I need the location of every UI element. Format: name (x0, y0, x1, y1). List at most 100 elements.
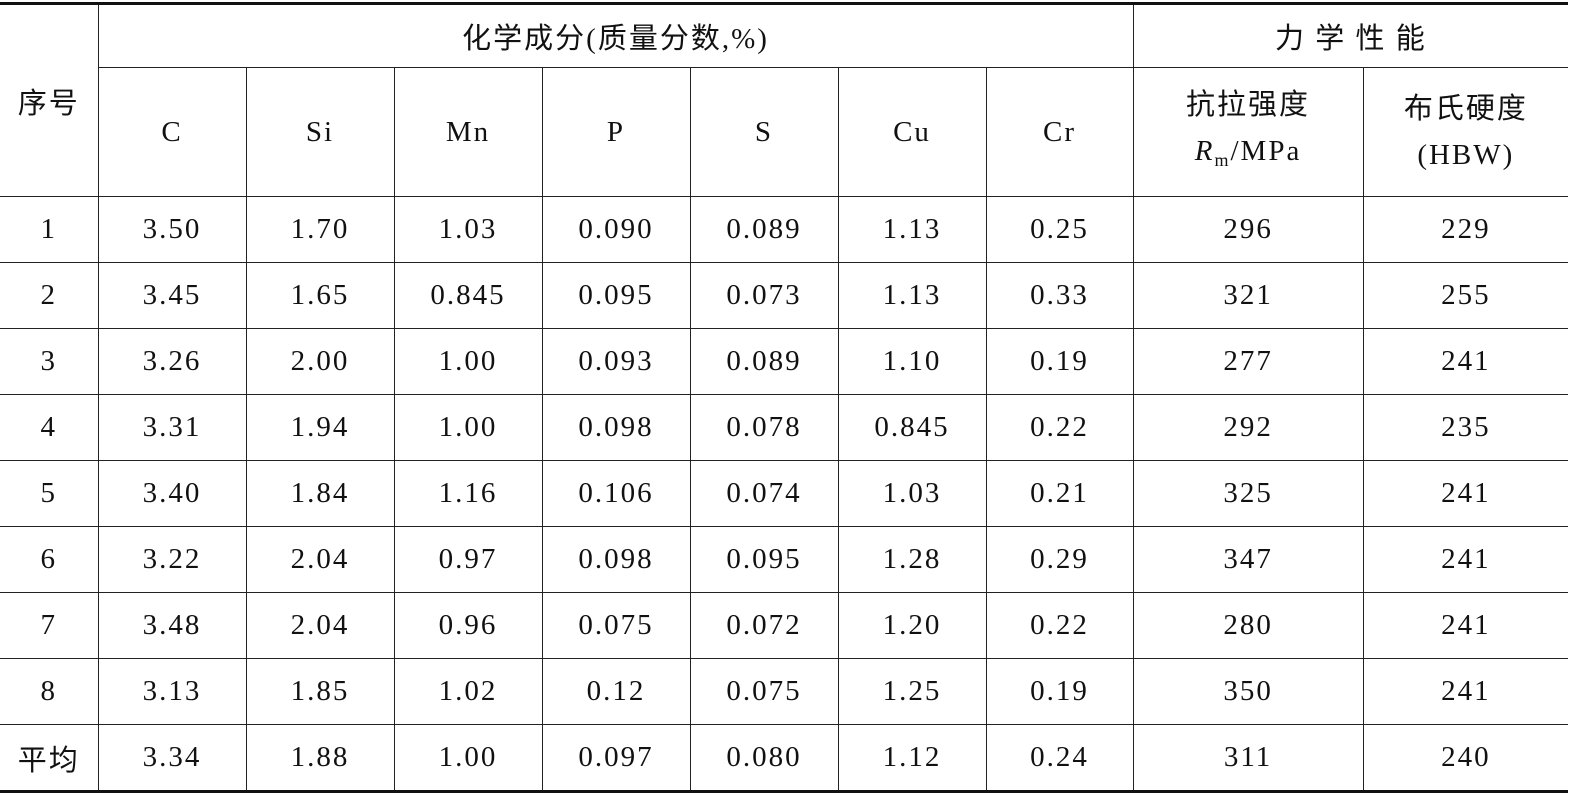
row-header: 序号 (0, 2, 99, 197)
cell: 0.098 (541, 394, 691, 461)
cell: 0.089 (689, 328, 839, 395)
cell: 0.074 (689, 460, 839, 527)
symbol: R (1194, 134, 1215, 167)
cell: 1.84 (245, 460, 395, 527)
data-row: 7 3.48 2.04 0.96 0.075 0.072 1.20 0.22 280 241 (0, 592, 1569, 659)
cell: 3.48 (97, 592, 247, 659)
cell: 3.34 (97, 724, 247, 793)
row-label: 7 (0, 592, 99, 659)
data-row: 2 3.45 1.65 0.845 0.095 0.073 1.13 0.33 321 255 (0, 262, 1569, 329)
header-row: C Si Mn P S Cu Cr 抗拉强度 Rm/MPa 布氏硬度 (HBW) (0, 67, 1569, 197)
row-label: 1 (0, 196, 99, 263)
cell: 241 (1362, 658, 1569, 725)
cell: 0.098 (541, 526, 691, 593)
cell: 229 (1362, 196, 1569, 263)
data-row: 3 3.26 2.00 1.00 0.093 0.089 1.10 0.19 277 241 (0, 328, 1569, 395)
cell: 1.28 (837, 526, 987, 593)
group-header: 化学成分(质量分数,%) (97, 2, 1134, 68)
cell: 3.13 (97, 658, 247, 725)
cell: 1.00 (393, 394, 543, 461)
cell: 0.25 (985, 196, 1134, 263)
cell: 0.845 (837, 394, 987, 461)
cell: 0.845 (393, 262, 543, 329)
cell: 0.21 (985, 460, 1134, 527)
header-unit: Rm/MPa (1134, 128, 1363, 183)
cell: 0.33 (985, 262, 1134, 329)
cell: 0.96 (393, 592, 543, 659)
column-header: Cr (985, 67, 1134, 197)
row-label: 平均 (0, 724, 99, 793)
data-row: 4 3.31 1.94 1.00 0.098 0.078 0.845 0.22 292 235 (0, 394, 1569, 461)
cell: 0.24 (985, 724, 1134, 793)
cell: 325 (1132, 460, 1364, 527)
subscript: m (1214, 149, 1231, 170)
cell: 350 (1132, 658, 1364, 725)
cell: 241 (1362, 526, 1569, 593)
cell: 1.13 (837, 262, 987, 329)
cell: 1.10 (837, 328, 987, 395)
cell: 1.85 (245, 658, 395, 725)
data-row: 6 3.22 2.04 0.97 0.098 0.095 1.28 0.29 347 241 (0, 526, 1569, 593)
cell: 241 (1362, 328, 1569, 395)
column-header: C (98, 67, 247, 197)
cell: 0.095 (689, 526, 839, 593)
cell: 321 (1132, 262, 1364, 329)
column-header: 布氏硬度 (HBW) (1362, 67, 1569, 197)
cell: 241 (1362, 592, 1569, 659)
cell: 3.31 (97, 394, 247, 461)
cell: 0.093 (541, 328, 691, 395)
cell: 311 (1132, 724, 1364, 793)
row-label: 3 (0, 328, 99, 395)
row-label: 4 (0, 394, 99, 461)
cell: 1.03 (837, 460, 987, 527)
cell: 1.20 (837, 592, 987, 659)
cell: 0.089 (689, 196, 839, 263)
cell: 1.25 (837, 658, 987, 725)
cell: 235 (1362, 394, 1569, 461)
cell: 277 (1132, 328, 1364, 395)
unit: /MPa (1230, 134, 1302, 167)
cell: 0.073 (689, 262, 839, 329)
column-header: 抗拉强度 Rm/MPa (1132, 67, 1364, 197)
cell: 1.16 (393, 460, 543, 527)
cell: 0.29 (985, 526, 1134, 593)
cell: 280 (1132, 592, 1364, 659)
cell: 292 (1132, 394, 1364, 461)
cell: 0.106 (541, 460, 691, 527)
cell: 2.00 (245, 328, 395, 395)
cell: 1.12 (837, 724, 987, 793)
cell: 0.080 (689, 724, 839, 793)
cell: 0.22 (985, 592, 1134, 659)
header-unit: (HBW) (1417, 139, 1515, 171)
cell: 0.090 (541, 196, 691, 263)
cell: 3.40 (97, 460, 247, 527)
cell: 241 (1362, 460, 1569, 527)
cell: 1.70 (245, 196, 395, 263)
column-header: Mn (393, 67, 543, 197)
cell: 1.00 (393, 328, 543, 395)
row-label: 2 (0, 262, 99, 329)
row-label: 8 (0, 658, 99, 725)
header-row: 序号 化学成分(质量分数,%) 力 学 性 能 (0, 2, 1569, 197)
cell: 1.88 (245, 724, 395, 793)
cell: 347 (1132, 526, 1364, 593)
data-row: 1 3.50 1.70 1.03 0.090 0.089 1.13 0.25 296 229 (0, 196, 1569, 263)
cell: 0.095 (541, 262, 691, 329)
column-header: S (689, 67, 839, 197)
cell: 0.97 (393, 526, 543, 593)
row-label: 6 (0, 526, 99, 593)
data-row: 平均 3.34 1.88 1.00 0.097 0.080 1.12 0.24 311 240 (0, 724, 1569, 793)
cell: 0.22 (985, 394, 1134, 461)
data-row: 5 3.40 1.84 1.16 0.106 0.074 1.03 0.21 325 241 (0, 460, 1569, 527)
cell: 3.50 (97, 196, 247, 263)
cell: 0.075 (541, 592, 691, 659)
group-header: 力 学 性 能 (1132, 2, 1569, 68)
cell: 0.19 (985, 658, 1134, 725)
cell: 0.12 (541, 658, 691, 725)
cell: 1.02 (393, 658, 543, 725)
column-header: Cu (837, 67, 987, 197)
header-label: 抗拉强度 (1186, 88, 1311, 121)
column-header: P (541, 67, 691, 197)
